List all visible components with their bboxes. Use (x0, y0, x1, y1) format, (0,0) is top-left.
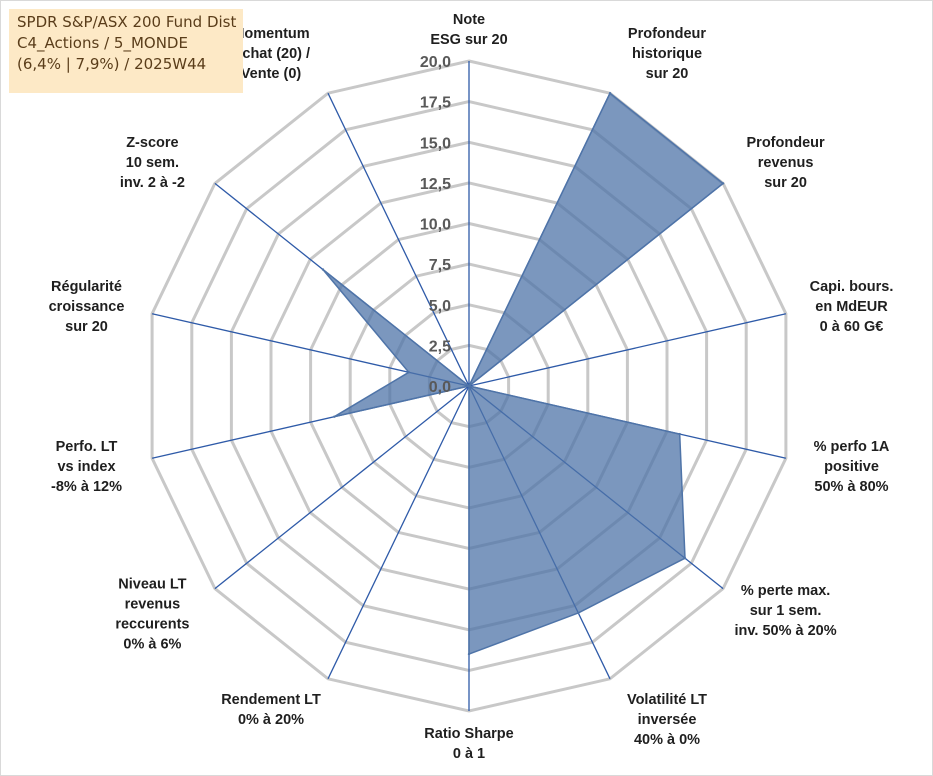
axis-label-1: Profondeur historique sur 20 (628, 26, 706, 82)
axis-spoke-13 (327, 92, 470, 387)
data-point-12 (321, 268, 325, 271)
axis-label-1-line-2: sur 20 (646, 66, 689, 82)
data-point-13 (467, 384, 471, 388)
tick-label-3: 7,5 (429, 257, 451, 274)
tick-label-6: 15,0 (420, 135, 451, 152)
axis-label-5-line-2: inv. 50% à 20% (735, 623, 837, 639)
title-line-fund: SPDR S&P/ASX 200 Fund Dist (17, 13, 237, 31)
axis-spoke-8 (327, 385, 470, 680)
axis-label-4-line-2: 50% à 80% (814, 479, 888, 495)
axis-label-4: % perfo 1A positive 50% à 80% (814, 439, 890, 495)
axis-label-11-line-1: croissance (49, 299, 125, 315)
axis-label-0-line-0: Note (453, 12, 485, 28)
axis-label-6-line-1: inversée (638, 712, 697, 728)
axis-label-0-line-1: ESG sur 20 (430, 32, 507, 48)
axis-label-5: % perte max. sur 1 sem. inv. 50% à 20% (735, 583, 837, 639)
axis-label-7-line-0: Ratio Sharpe (424, 726, 513, 742)
axis-label-5-line-1: sur 1 sem. (750, 603, 822, 619)
axis-label-6: Volatilité LT inversée 40% à 0% (627, 692, 707, 748)
tick-label-5: 12,5 (420, 176, 451, 193)
axis-label-7: Ratio Sharpe 0 à 1 (424, 726, 513, 762)
axis-label-13-line-0: Momentum (232, 26, 309, 42)
axis-label-8: Rendement LT 0% à 20% (221, 692, 321, 728)
axis-label-10-line-1: vs index (57, 459, 115, 475)
axis-label-3: Capi. bours. en MdEUR 0 à 60 G€ (810, 279, 894, 335)
tick-label-4: 10,0 (420, 217, 451, 234)
axis-label-10-line-0: Perfo. LT (56, 439, 118, 455)
axis-label-2-line-2: sur 20 (764, 175, 807, 191)
data-point-1 (608, 92, 612, 95)
axis-label-13: Momentum Achat (20) / Vente (0) (232, 26, 310, 82)
axis-label-6-line-2: 40% à 0% (634, 732, 700, 748)
axis-spoke-3 (468, 313, 787, 387)
axis-spoke-9 (214, 385, 470, 590)
axis-label-8-line-1: 0% à 20% (238, 712, 304, 728)
axis-label-5-line-0: % perte max. (741, 583, 830, 599)
data-point-6 (577, 611, 580, 615)
axis-label-4-line-1: positive (824, 459, 879, 475)
data-point-4 (678, 432, 681, 436)
data-point-2 (721, 182, 725, 185)
axis-label-3-line-2: 0 à 60 G€ (820, 319, 884, 335)
axis-label-13-line-2: Vente (0) (241, 66, 302, 82)
data-point-5 (683, 557, 687, 560)
axis-label-9-line-0: Niveau LT (118, 577, 186, 593)
axis-label-3-line-1: en MdEUR (815, 299, 888, 315)
axis-label-12-line-0: Z-score (126, 135, 178, 151)
axis-label-12-line-2: inv. 2 à -2 (120, 175, 185, 191)
tick-label-1: 2,5 (429, 338, 451, 355)
tick-label-7: 17,5 (420, 95, 451, 112)
axis-label-1-line-0: Profondeur (628, 26, 706, 42)
title-line-period: (6,4% | 7,9%) / 2025W44 (17, 55, 207, 73)
axis-label-2-line-1: revenus (758, 155, 814, 171)
axis-label-11-line-2: sur 20 (65, 319, 108, 335)
axis-label-13-line-1: Achat (20) / (232, 46, 310, 62)
axis-label-12: Z-score 10 sem. inv. 2 à -2 (120, 135, 185, 191)
tick-label-0: 0,0 (429, 379, 451, 396)
axis-label-2: Profondeur revenus sur 20 (747, 135, 825, 191)
axis-label-4-line-0: % perfo 1A (814, 439, 890, 455)
tick-label-8: 20,0 (420, 54, 451, 71)
title-line-category: C4_Actions / 5_MONDE (17, 34, 188, 52)
axis-label-11: Régularité croissance sur 20 (49, 279, 125, 335)
axis-label-11-line-0: Régularité (51, 279, 122, 295)
tick-label-2: 5,0 (429, 298, 451, 315)
data-point-10 (333, 415, 336, 418)
axis-label-3-line-0: Capi. bours. (810, 279, 894, 295)
axis-label-10: Perfo. LT vs index -8% à 12% (51, 439, 122, 495)
axis-label-10-line-2: -8% à 12% (51, 479, 122, 495)
axis-label-2-line-0: Profondeur (747, 135, 825, 151)
axis-label-9: Niveau LT revenus reccurents 0% à 6% (115, 577, 189, 653)
axis-label-8-line-0: Rendement LT (221, 692, 321, 708)
chart-title-box: SPDR S&P/ASX 200 Fund Dist C4_Actions / … (9, 9, 243, 93)
axis-label-9-line-1: revenus (125, 597, 181, 613)
axis-label-0: Note ESG sur 20 (430, 12, 507, 48)
data-point-7 (467, 652, 471, 656)
axis-label-6-line-0: Volatilité LT (627, 692, 707, 708)
data-point-11 (407, 371, 410, 374)
axis-label-9-line-2: reccurents (115, 617, 189, 633)
axis-label-9-line-3: 0% à 6% (123, 637, 181, 653)
axis-label-12-line-1: 10 sem. (126, 155, 179, 171)
axis-label-1-line-1: historique (632, 46, 702, 62)
axis-label-7-line-1: 0 à 1 (453, 746, 485, 762)
